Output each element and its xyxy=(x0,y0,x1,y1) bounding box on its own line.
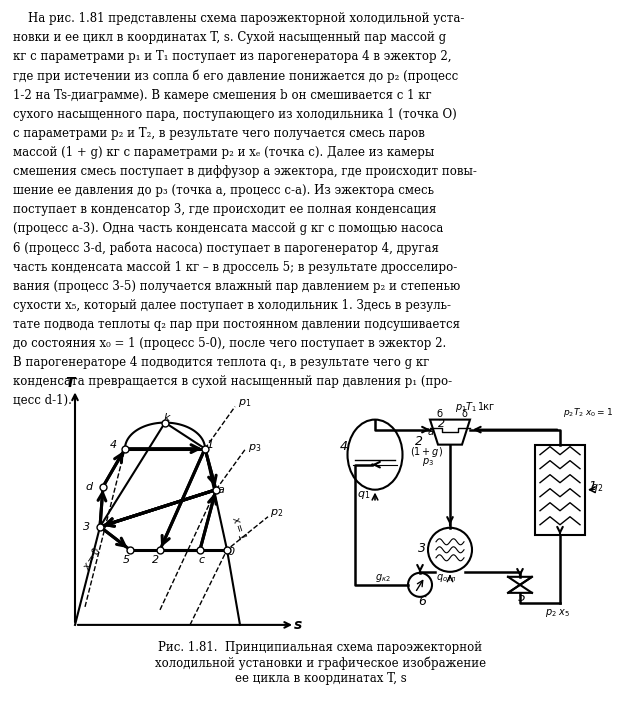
Text: $x=0$: $x=0$ xyxy=(80,544,104,572)
Text: $g_{к2}$: $g_{к2}$ xyxy=(375,572,391,584)
Text: $p_1$: $p_1$ xyxy=(238,397,251,409)
Text: массой (1 + g) кг с параметрами p₂ и xₑ (точка c). Далее из камеры: массой (1 + g) кг с параметрами p₂ и xₑ … xyxy=(13,146,434,159)
Text: $q_2$: $q_2$ xyxy=(590,482,603,494)
Text: 2: 2 xyxy=(153,554,160,565)
Text: $q_{охл}$: $q_{охл}$ xyxy=(436,572,456,584)
Text: 4: 4 xyxy=(110,440,117,449)
Text: $q_1$: $q_1$ xyxy=(357,489,370,501)
Text: с параметрами p₂ и T₂, в результате чего получается смесь паров: с параметрами p₂ и T₂, в результате чего… xyxy=(13,127,425,140)
Text: 2: 2 xyxy=(438,418,445,428)
Text: поступает в конденсатор 3, где происходит ее полная конденсация: поступает в конденсатор 3, где происходи… xyxy=(13,203,436,217)
Text: $p_2$ $x_5$: $p_2$ $x_5$ xyxy=(545,607,570,619)
Text: сухого насыщенного пара, поступающего из холодильника 1 (точка О): сухого насыщенного пара, поступающего из… xyxy=(13,108,456,121)
Text: $p_3$: $p_3$ xyxy=(422,456,434,468)
Text: В парогенераторе 4 подводится теплота q₁, в результате чего g кг: В парогенераторе 4 подводится теплота q₁… xyxy=(13,356,429,369)
Text: 3: 3 xyxy=(83,522,90,532)
Text: 1: 1 xyxy=(206,440,213,449)
Text: б: б xyxy=(436,409,442,418)
Text: 6: 6 xyxy=(418,595,426,608)
Text: δ: δ xyxy=(462,409,468,418)
Text: шение ее давления до p₃ (точка a, процесс c-a). Из эжектора смесь: шение ее давления до p₃ (точка a, процес… xyxy=(13,184,434,197)
Text: $x=1$: $x=1$ xyxy=(230,514,249,542)
Text: 1: 1 xyxy=(588,479,596,493)
Text: $p_1T_1$: $p_1T_1$ xyxy=(455,400,478,414)
Text: новки и ее цикл в координатах T, s. Сухой насыщенный пар массой g: новки и ее цикл в координатах T, s. Сухо… xyxy=(13,32,446,44)
Text: c: c xyxy=(199,554,205,565)
Text: d: d xyxy=(85,482,92,491)
Text: На рис. 1.81 представлены схема пароэжекторной холодильной уста-: На рис. 1.81 представлены схема пароэжек… xyxy=(13,12,464,25)
Text: Рис. 1.81.  Принципиальная схема пароэжекторной
холодильной установки и графичес: Рис. 1.81. Принципиальная схема пароэжек… xyxy=(155,641,486,685)
Text: где при истечении из сопла б его давление понижается до p₂ (процесс: где при истечении из сопла б его давлени… xyxy=(13,69,458,83)
Text: 0: 0 xyxy=(228,547,235,557)
Text: сухости x₅, который далее поступает в холодильник 1. Здесь в резуль-: сухости x₅, который далее поступает в хо… xyxy=(13,299,451,312)
Text: $p_2T_2$ $x_0=1$: $p_2T_2$ $x_0=1$ xyxy=(563,406,613,418)
Text: 3: 3 xyxy=(418,542,426,554)
Text: кг с параметрами p₁ и T₁ поступает из парогенератора 4 в эжектор 2,: кг с параметрами p₁ и T₁ поступает из па… xyxy=(13,50,451,63)
Text: 1кг: 1кг xyxy=(478,402,495,411)
Text: конденсата превращается в сухой насыщенный пар давления p₁ (про-: конденсата превращается в сухой насыщенн… xyxy=(13,375,452,388)
Text: T: T xyxy=(65,376,75,390)
Text: $p_3$: $p_3$ xyxy=(248,442,262,454)
Ellipse shape xyxy=(347,420,403,490)
Text: цесс d-1).: цесс d-1). xyxy=(13,395,72,407)
Text: вания (процесс 3-5) получается влажный пар давлением p₂ и степенью: вания (процесс 3-5) получается влажный п… xyxy=(13,280,460,293)
Text: часть конденсата массой 1 кг – в дроссель 5; в результате дросселиро-: часть конденсата массой 1 кг – в дроссел… xyxy=(13,261,457,273)
Text: 5: 5 xyxy=(518,591,526,604)
Text: $p_2$: $p_2$ xyxy=(270,507,283,519)
Text: 4: 4 xyxy=(340,440,348,453)
Text: (процесс a-3). Одна часть конденсата массой g кг с помощью насоса: (процесс a-3). Одна часть конденсата мас… xyxy=(13,222,443,236)
Text: смешения смесь поступает в диффузор a эжектора, где происходит повы-: смешения смесь поступает в диффузор a эж… xyxy=(13,165,477,178)
Text: a: a xyxy=(217,484,224,495)
Text: 2: 2 xyxy=(415,435,423,448)
Text: до состояния x₀ = 1 (процесс 5-0), после чего поступает в эжектор 2.: до состояния x₀ = 1 (процесс 5-0), после… xyxy=(13,337,446,350)
Text: k: k xyxy=(163,413,171,423)
Text: s: s xyxy=(294,618,302,632)
Text: 6 (процесс 3-d, работа насоса) поступает в парогенератор 4, другая: 6 (процесс 3-d, работа насоса) поступает… xyxy=(13,242,438,255)
Text: $(1+g)$: $(1+g)$ xyxy=(410,444,443,458)
Text: a: a xyxy=(428,427,434,437)
Text: 5: 5 xyxy=(122,554,129,565)
Text: 1-2 на Ts-диаграмме). В камере смешения b он смешивается с 1 кг: 1-2 на Ts-диаграмме). В камере смешения … xyxy=(13,88,431,102)
Bar xyxy=(535,444,585,535)
Text: тате подвода теплоты q₂ пар при постоянном давлении подсушивается: тате подвода теплоты q₂ пар при постоянн… xyxy=(13,318,460,331)
